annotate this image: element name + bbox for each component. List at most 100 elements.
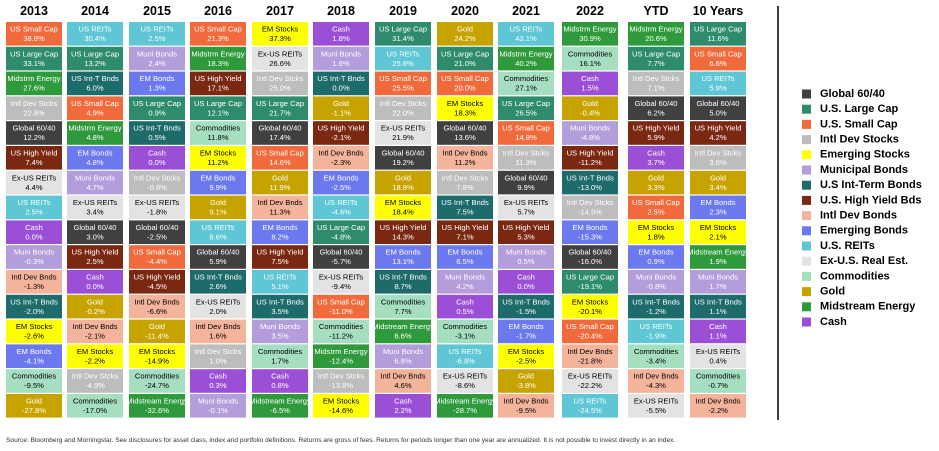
- cell: [313, 22, 369, 46]
- cell-name: Gold: [149, 322, 165, 331]
- cell-name: Ex-US REITs: [568, 372, 613, 381]
- cell-name: US High Yield: [695, 124, 742, 133]
- cell: [67, 344, 123, 368]
- cell-name: US Int-T Bnds: [10, 297, 58, 306]
- cell-name: US High Yield: [134, 273, 181, 282]
- cell-value: 21.0%: [454, 59, 476, 68]
- cell: [252, 270, 308, 294]
- cell-name: Intl Dev Stcks: [380, 99, 427, 108]
- cell-value: 3.5%: [271, 332, 289, 341]
- cell: [313, 146, 369, 170]
- legend-swatch: [802, 89, 811, 99]
- cell-value: 18.3%: [454, 108, 476, 117]
- cell: [498, 245, 554, 269]
- cell: [252, 294, 308, 319]
- cell-name: EM Stocks: [262, 25, 298, 34]
- cell-value: -11.0%: [329, 307, 353, 316]
- cell-name: US High Yield: [72, 248, 119, 257]
- cell-value: -2.1%: [85, 332, 105, 341]
- cell: [190, 294, 246, 319]
- legend-label: U.S. Small Cap: [820, 118, 898, 130]
- cell: [628, 369, 684, 393]
- cell-name: US Int-T Bnds: [441, 198, 489, 207]
- cell-name: Midstrm Energy: [191, 49, 244, 58]
- cell-value: 4.8%: [86, 158, 104, 167]
- cell-name: Gold: [582, 99, 598, 108]
- cell-value: -20.4%: [578, 332, 602, 341]
- cell: [129, 71, 185, 96]
- cell-name: Midstream Energy: [372, 322, 434, 331]
- column-header: 2015: [143, 4, 171, 18]
- legend-swatch: [802, 195, 811, 205]
- cell-value: 0.9%: [148, 108, 166, 117]
- cell-name: EM Bonds: [77, 149, 112, 158]
- cell: [498, 146, 554, 170]
- cell-value: 16.1%: [579, 59, 601, 68]
- cell: [6, 195, 62, 220]
- cell-value: -0.4%: [580, 108, 600, 117]
- cell-value: -1.9%: [646, 332, 666, 341]
- cell-name: Intl Dev Bnds: [11, 273, 56, 282]
- cell-name: US Large Cap: [317, 223, 365, 232]
- cell: [628, 195, 684, 220]
- cell-value: 17.4%: [269, 133, 291, 142]
- legend-label: U.S. REITs: [820, 240, 875, 252]
- cell: [67, 369, 123, 393]
- cell-name: Gold: [210, 198, 226, 207]
- cell-value: -21.8%: [578, 356, 602, 365]
- cell-value: 26.6%: [269, 59, 291, 68]
- cell: [437, 146, 493, 170]
- cell: [628, 46, 684, 71]
- cell-name: US Small Cap: [502, 124, 550, 133]
- legend-swatch: [802, 165, 811, 175]
- cell-value: 4.6%: [394, 381, 412, 390]
- cell: [67, 220, 123, 244]
- cell-value: 1.6%: [209, 332, 227, 341]
- cell: [628, 344, 684, 368]
- cell-value: -6.8%: [455, 356, 475, 365]
- cell: [498, 96, 554, 120]
- legend-label: U.S. Large Cap: [820, 103, 899, 115]
- cell-value: -0.1%: [208, 406, 228, 415]
- cell: [190, 170, 246, 195]
- legend-label: U.S. High Yield Bds: [820, 194, 921, 206]
- cell-name: US Small Cap: [379, 74, 427, 83]
- cell-name: US Small Cap: [194, 25, 242, 34]
- cell-value: 4.9%: [86, 108, 104, 117]
- cell: [437, 170, 493, 195]
- cell-value: 1.8%: [332, 34, 350, 43]
- cell-name: EM Stocks: [139, 347, 175, 356]
- cell-value: 1.1%: [709, 307, 727, 316]
- cell: [190, 220, 246, 244]
- cell: [498, 121, 554, 145]
- cell-value: 18.3%: [207, 59, 229, 68]
- cell-value: 14.8%: [515, 133, 537, 142]
- cell-value: 38.8%: [23, 34, 45, 43]
- cell: [690, 220, 746, 244]
- cell: [6, 294, 62, 319]
- cell: [437, 344, 493, 368]
- cell-value: 5.3%: [517, 232, 535, 241]
- column-header: YTD: [644, 4, 669, 18]
- cell-name: EM Stocks: [16, 322, 52, 331]
- cell-value: -16.0%: [578, 257, 602, 266]
- cell-name: EM Stocks: [385, 198, 421, 207]
- cell-value: 3.3%: [647, 183, 665, 192]
- cell: [6, 394, 62, 418]
- legend-label: Midstream Energy: [820, 301, 916, 313]
- cell-name: Midstream Energy: [434, 397, 496, 406]
- cell: [498, 71, 554, 96]
- cell-value: 7.8%: [456, 183, 474, 192]
- cell-value: 43.1%: [515, 34, 537, 43]
- column-header: 2016: [204, 4, 232, 18]
- cell-name: EM Bonds: [200, 173, 235, 182]
- legend-swatch: [802, 180, 811, 190]
- cell-name: Intl Dev Bnds: [442, 149, 487, 158]
- cell-name: Global 60/40: [696, 99, 739, 108]
- cell-value: 2.0%: [209, 307, 227, 316]
- cell-name: US Large Cap: [133, 99, 181, 108]
- cell-name: Commodities: [135, 372, 180, 381]
- cell: [437, 96, 493, 120]
- cell-name: Muni Bonds: [698, 273, 738, 282]
- cell-value: 26.5%: [515, 108, 537, 117]
